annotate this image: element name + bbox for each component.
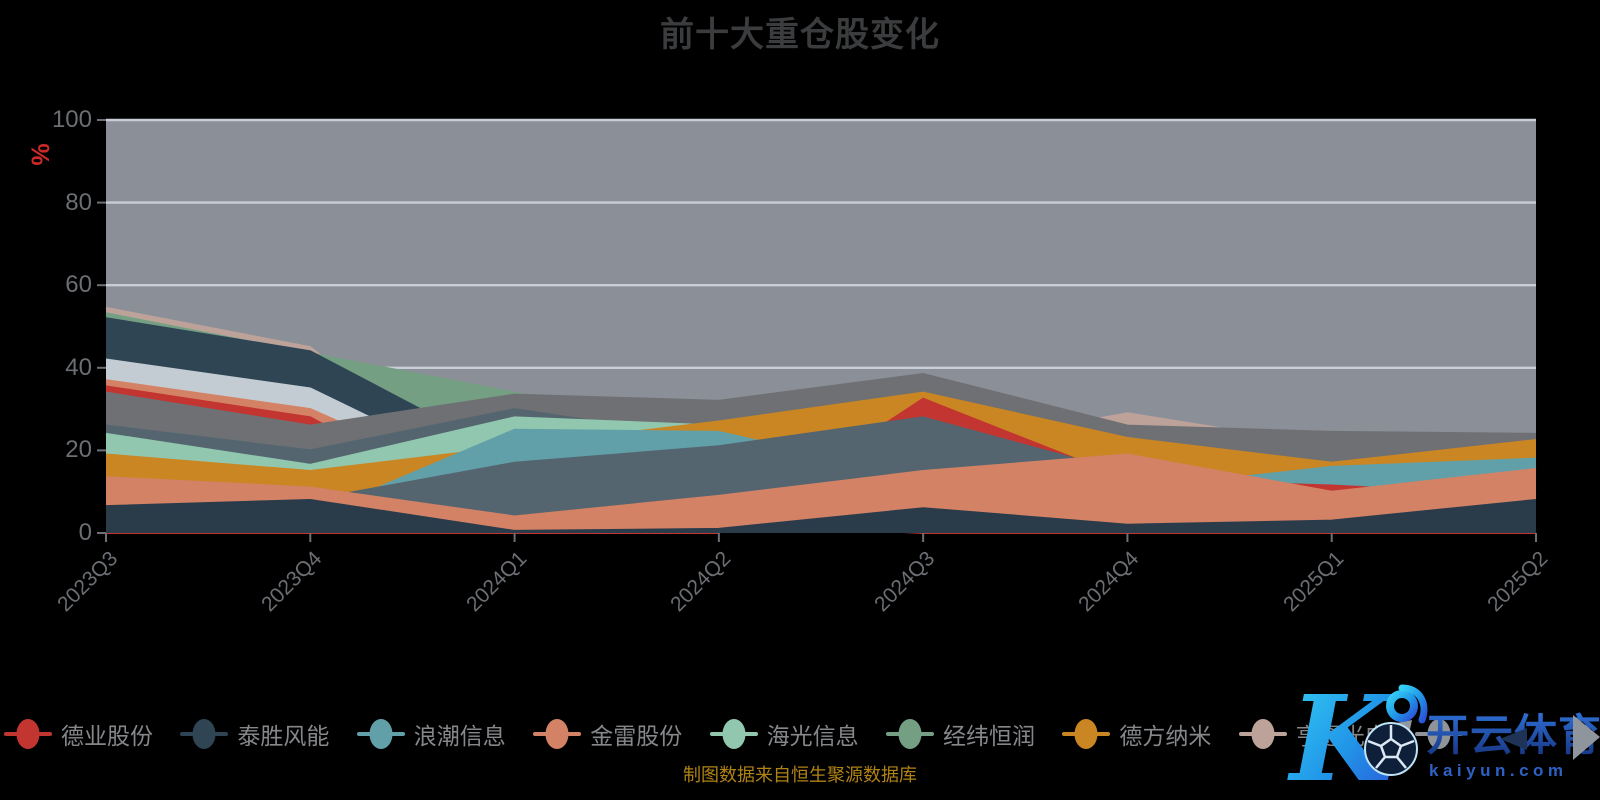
legend-item-经纬恒润[interactable]: 经纬恒润 [886,712,1035,756]
legend-line-marker-icon [4,719,52,749]
legend-circle-marker-icon [545,719,569,749]
legend-item-海光信息[interactable]: 海光信息 [709,712,859,756]
soccer-ball-icon [1364,722,1418,776]
legend-item-hidden-8[interactable] [1415,712,1472,756]
chart-legend: 德业股份 泰胜风能 浪潮信息 金雷股份 海光信息 经纬恒润 德方纳米 亨通光电 [0,712,1600,756]
legend-line-marker-icon [709,719,758,749]
legend-page-prev-icon[interactable] [1500,728,1527,750]
legend-label: 金雷股份 [590,723,683,749]
y-axis-label-0: 0 [78,519,92,546]
y-axis-label-100: 100 [51,106,92,133]
legend-item-金雷股份[interactable]: 金雷股份 [533,712,682,756]
legend-line-marker-icon [1062,719,1111,749]
legend-label: 浪潮信息 [413,723,506,749]
area-series-14 [106,499,1536,533]
data-source-note: 制图数据来自恒生聚源数据库 [683,765,917,785]
legend-line-marker-icon [1238,719,1287,749]
legend-page-next-icon[interactable] [1573,715,1600,760]
legend-label: 经纬恒润 [943,723,1035,749]
legend-circle-marker-icon [898,719,922,749]
line-series-9 [105,391,1537,473]
legend-circle-marker-icon [1074,719,1098,749]
legend-line-marker-icon [886,719,934,749]
legend-line-marker-icon [1415,719,1464,749]
kaiyun-watermark: K 开云体育 kaiyun.com [1287,669,1600,800]
legend-line-marker-icon [356,719,405,749]
line-series-6 [105,372,1537,435]
chart-title: 前十大重仓股变化 [660,16,940,54]
legend-line-marker-icon [533,719,582,749]
watermark-swirl-icon [1386,690,1418,722]
line-series-14 [105,498,1537,532]
y-axis-label-80: 80 [65,188,92,216]
legend-label: 德业股份 [61,723,153,749]
y-axis-label-20: 20 [65,436,92,464]
watermark-swirl-tail [1398,684,1428,724]
legend-circle-marker-icon [16,719,40,749]
y-axis-label-60: 60 [65,271,92,299]
legend-item-浪潮信息[interactable]: 浪潮信息 [356,712,506,756]
legend-item-泰胜风能[interactable]: 泰胜风能 [180,712,329,756]
legend-circle-marker-icon [369,719,393,749]
watermark-domain-text: kaiyun.com [1429,761,1568,780]
legend-item-德方纳米[interactable]: 德方纳米 [1062,712,1211,756]
area-series-13 [106,454,1536,533]
y-axis-label-40: 40 [65,353,92,381]
legend-item-德业股份[interactable]: 德业股份 [4,712,153,756]
legend-circle-marker-icon [192,719,216,749]
legend-label: 泰胜风能 [237,723,330,749]
legend-circle-marker-icon [722,719,746,749]
legend-line-marker-icon [180,719,229,749]
legend-circle-marker-icon [1427,719,1451,749]
legend-label: 海光信息 [766,723,859,749]
legend-label: 德方纳米 [1119,723,1212,749]
line-series-13 [105,453,1537,518]
legend-circle-marker-icon [1251,719,1275,749]
